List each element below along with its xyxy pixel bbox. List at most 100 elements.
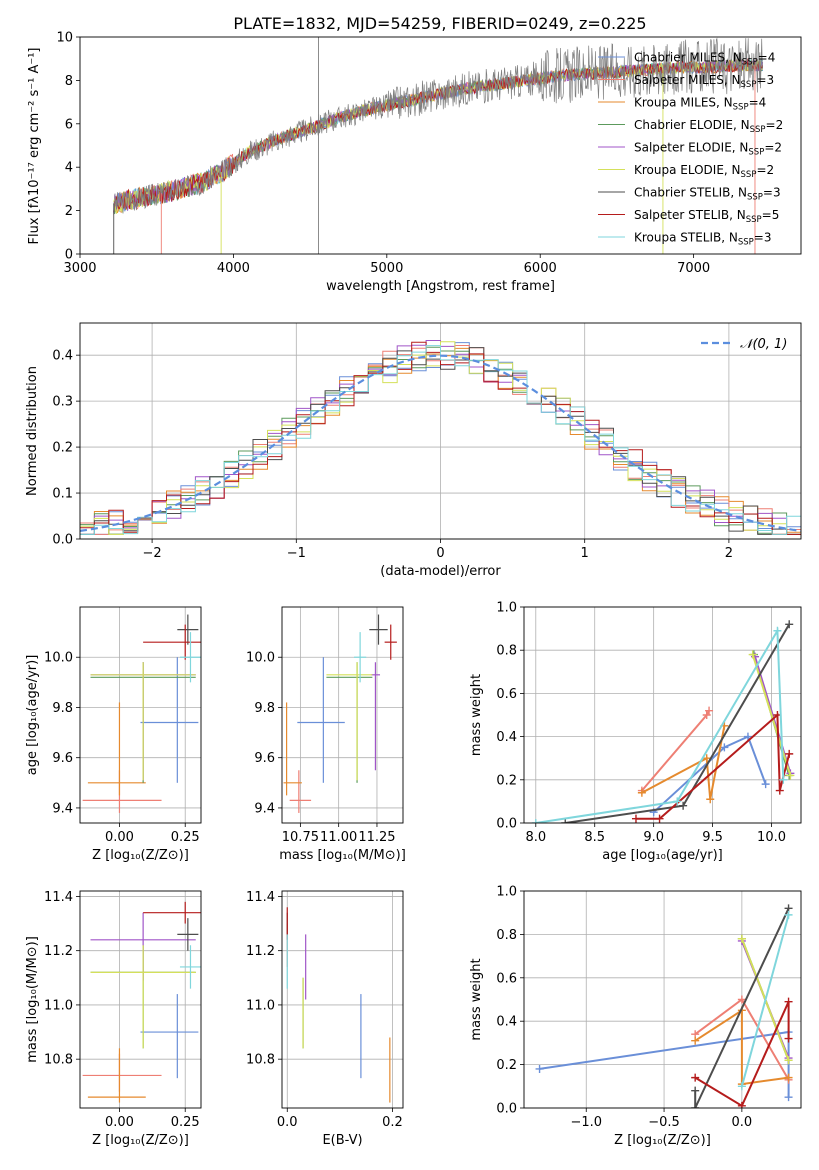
legend-eq: = [762,208,772,222]
weight-marker-chabrier_stelib [679,801,688,810]
mass_vs_Z-xlabel: Z [log₁₀(Z/Z⊙)] [92,1133,189,1148]
weight-marker-kroupa_elodie [786,771,795,780]
weight-marker-salpeter_stelib [784,1034,793,1043]
weight-marker-salpeter_stelib [691,1073,700,1082]
residuals-xlabel: (data-model)/error [380,564,501,579]
weight-marker-kroupa_miles [706,795,715,804]
age_vs_Z-xlabel: Z [log₁₀(Z/Z⊙)] [92,848,189,863]
legend-subscript: SSP [738,238,754,248]
weight-line-kroupa_stelib [535,627,785,823]
legend-subscript: SSP [748,148,764,158]
age_vs_mass-xtick-label: 10.75 [282,830,319,845]
age_vs_Z-ylabel: age [log₁₀(age/yr)] [25,655,40,776]
weight-marker-kroupa_elodie [737,934,746,943]
weight-marker-kroupa_miles [702,754,711,763]
weight_vs_age-axes: 8.0 8.5 9.0 9.5 10.0 0.0 0.2 0.4 0.6 0.8 1.0 age [l… [469,601,801,863]
weight-marker-kroupa_stelib [737,1082,746,1091]
residuals-xtick-label: 1 [581,546,589,561]
legend-label-salpeter_miles: Salpeter MILES, NSSP=3 [634,73,774,90]
age_vs_mass-frame [281,606,404,824]
errorbar-kroupa_miles [87,702,146,796]
legend-nssp: 2 [776,118,784,132]
legend-subscript: SSP [741,80,757,90]
legend-eq: = [756,73,766,87]
age_vs_Z-ytick-label: 10.0 [44,651,73,666]
weight-marker-chabrier_miles [761,780,770,789]
errorbar-kroupa_elodie [90,662,196,781]
weight_vs_Z-lines [535,904,793,1108]
errorbar-salpeter_miles [289,770,312,813]
weight-marker-salpeter_stelib [775,786,784,795]
legend-label-salpeter_elodie: Salpeter ELODIE, NSSP=2 [634,141,782,158]
weight_vs_Z-ytick-label: 0.4 [496,1015,517,1030]
residuals-ylabel: Normed distribution [25,366,40,496]
weight-marker-kroupa_stelib [673,797,682,806]
residuals-ytick-label: 0.3 [52,395,73,410]
weight-line-kroupa_stelib [740,914,790,1087]
residuals-xtick-label: −2 [143,546,162,561]
residual-hists [80,340,801,535]
residuals-ytick-label: 0.1 [52,487,73,502]
weight-marker-kroupa_stelib [779,775,788,784]
mass_vs_ebv-ytick-label: 11.0 [246,998,275,1013]
errorbar-chabrier_miles [140,994,199,1079]
errorbar-kroupa_miles [87,1048,146,1103]
age_vs_Z-ytick-label: 9.8 [52,701,73,716]
weight-marker-salpeter_stelib [784,997,793,1006]
spectrum-xtick-label: 7000 [677,261,710,276]
errorbar-salpeter_stelib [384,624,397,660]
legend-nssp: 2 [767,163,775,177]
mass_vs_Z-ytick-label: 11.2 [44,944,73,959]
legend-name: Salpeter MILES, N [634,73,741,87]
age_vs_Z-axes: 0.00 0.25 9.4 9.6 9.8 10.0 Z [log₁₀(Z/Z⊙)] age … [25,607,201,863]
mass_vs_ebv-ytick-label: 11.4 [246,890,275,905]
age_vs_Z-ytick-label: 9.4 [52,801,73,816]
legend-nssp: 4 [768,51,776,65]
weight-marker-salpeter_miles [702,711,711,719]
weight_vs_age-ytick-label: 0.2 [496,773,517,788]
age_vs_mass-ytick-label: 9.4 [254,801,275,816]
errorbar-salpeter_miles [82,770,162,813]
mass_vs_Z-points [82,901,201,1103]
legend-nssp: 3 [773,186,781,200]
legend-subscript: SSP [750,125,766,135]
age_vs_Z-frame [79,606,202,824]
legend-nssp: 3 [767,73,775,87]
residuals-xtick-label: 2 [725,546,733,561]
legend-eq: = [756,163,766,177]
legend-eq: = [754,231,764,245]
weight_vs_Z-ytick-label: 0.2 [496,1058,517,1073]
legend-subscript: SSP [746,215,762,225]
weight-marker-chabrier_miles [535,1064,544,1073]
errorbar-chabrier_stelib [177,918,199,951]
weight-line-salpeter_stelib [694,1001,790,1108]
errorbar-chabrier_stelib [177,614,199,645]
spectrum-ylabel: Flux [fλ10⁻¹⁷ erg cm⁻² s⁻¹ A⁻¹] [27,48,42,245]
age_vs_mass-ytick-label: 9.6 [254,751,275,766]
figure-title: PLATE=1832, MJD=54259, FIBERID=0249, z=0… [233,14,646,33]
mass_vs_ebv-axes: 0.0 0.2 10.8 11.0 11.2 11.4 E(B-V) [246,890,403,1148]
weight_vs_age-xtick-label: 9.5 [702,830,723,845]
legend-name: Salpeter ELODIE, N [634,141,748,155]
spectrum-lines [113,37,764,254]
spectrum-ytick-label: 0 [65,248,73,263]
weight_vs_age-frame [523,606,802,824]
residuals-xtick-label: −1 [287,546,306,561]
legend-name: Kroupa ELODIE, N [634,163,741,177]
weight-marker-chabrier_stelib [691,1104,700,1108]
age_vs_Z-ytick-label: 9.6 [52,751,73,766]
mass_vs_Z-ylabel: mass [log₁₀(M/M⊙)] [25,936,40,1063]
legend-label-kroupa_elodie: Kroupa ELODIE, NSSP=2 [634,163,774,180]
errorbar-kroupa_stelib [353,632,367,683]
legend-label-kroupa_stelib: Kroupa STELIB, NSSP=3 [634,231,772,248]
legend-eq: = [764,141,774,155]
weight_vs_age-xtick-label: 10.0 [757,830,786,845]
legend-label-kroupa_miles: Kroupa MILES, NSSP=4 [634,96,766,113]
residuals-ytick-label: 0.4 [52,349,73,364]
legend-eq: = [766,118,776,132]
weight-marker-kroupa_miles [637,788,646,797]
weight-line-chabrier_stelib [694,907,790,1108]
spectrum-model-line-salpeter_stelib [113,57,764,213]
legend-subscript: SSP [741,170,757,180]
